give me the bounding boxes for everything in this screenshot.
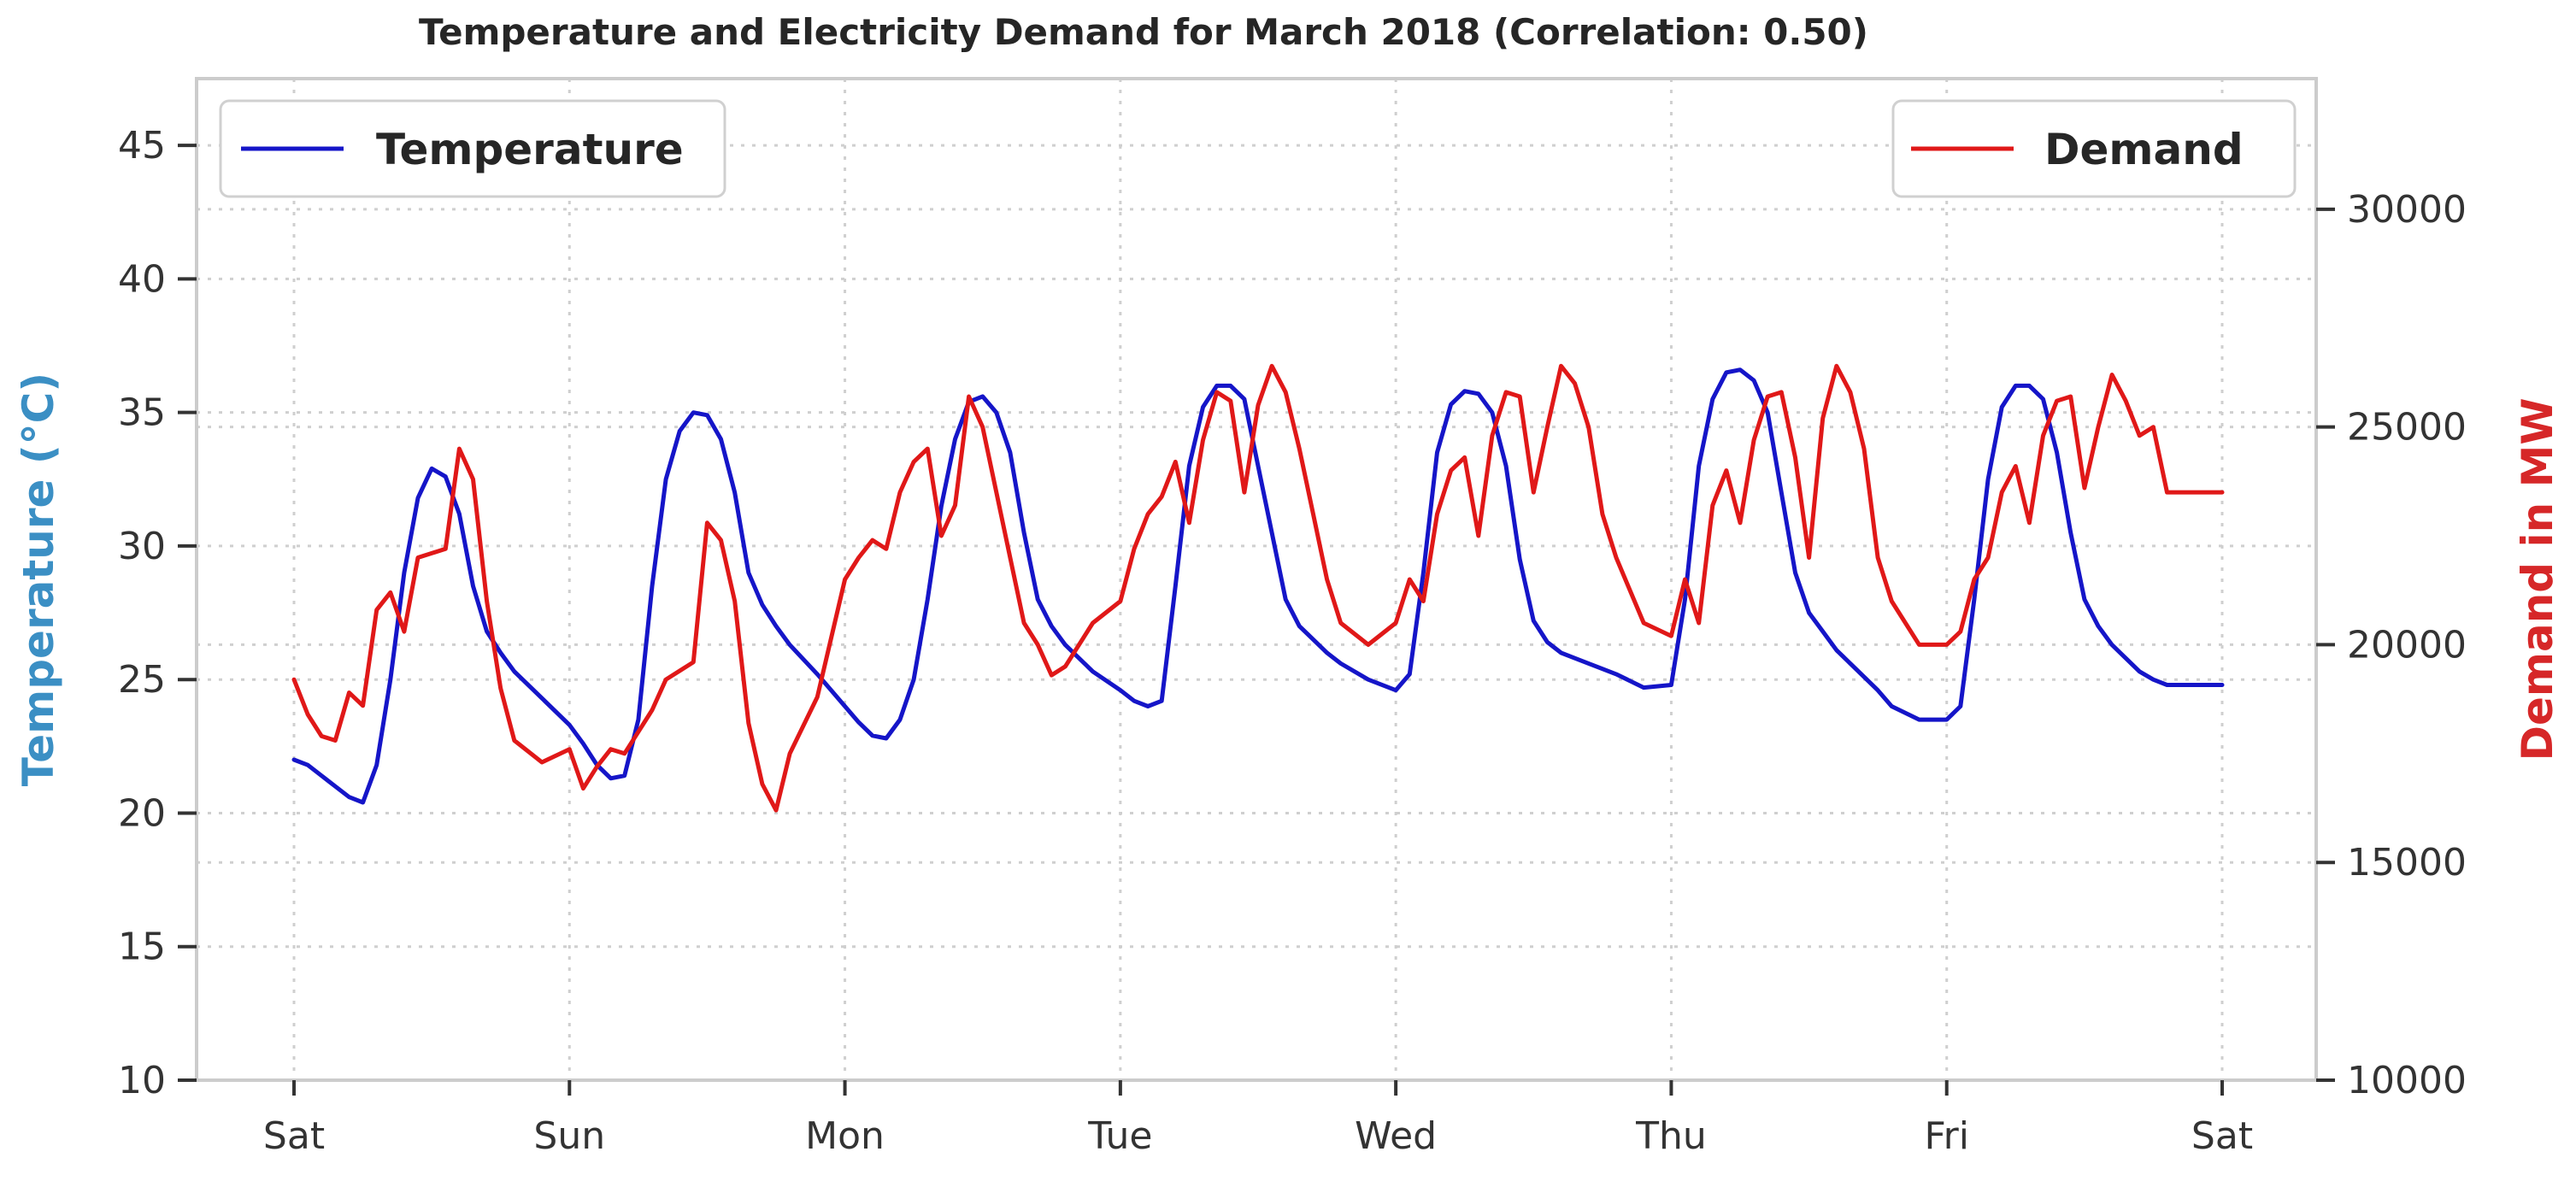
x-tick-label: Tue — [1087, 1114, 1152, 1158]
right-axis-label: Demand in MW — [2513, 397, 2562, 761]
legend-demand: Demand — [1891, 99, 2297, 198]
x-tick-label: Fri — [1925, 1114, 1969, 1158]
x-tick-label: Sun — [533, 1114, 605, 1158]
left-tick-label: 25 — [118, 658, 166, 702]
right-tick-label: 20000 — [2347, 623, 2467, 667]
series-line-temperature — [291, 367, 2225, 805]
x-tick-label: Wed — [1355, 1114, 1437, 1158]
legend-temperature-box — [219, 99, 726, 198]
left-tick-label: 45 — [118, 124, 166, 167]
right-tick-label: 30000 — [2347, 188, 2467, 232]
left-axis-ticks: 10 15 20 25 30 35 40 45 — [118, 124, 197, 1102]
chart-title: Temperature and Electricity Demand for M… — [419, 11, 1868, 53]
series-layer — [291, 363, 2225, 813]
x-tick-label: Sat — [2191, 1114, 2253, 1158]
x-tick-label: Thu — [1635, 1114, 1707, 1158]
plot-frame — [195, 77, 2318, 1082]
left-tick-label: 30 — [118, 525, 166, 568]
left-tick-label: 15 — [118, 926, 166, 969]
x-tick-label: Mon — [805, 1114, 885, 1158]
right-axis-ticks: 10000 15000 20000 25000 30000 — [2316, 188, 2467, 1102]
left-tick-label: 10 — [118, 1059, 166, 1102]
grid-layer — [197, 79, 2316, 1082]
left-tick-label: 35 — [118, 391, 166, 435]
legend-demand-label: Demand — [2044, 125, 2244, 174]
legend-temperature-label: Temperature — [376, 125, 684, 174]
legend-temperature: Temperature — [219, 99, 726, 198]
left-tick-label: 20 — [118, 791, 166, 835]
x-tick-label: Sat — [263, 1114, 325, 1158]
right-tick-label: 25000 — [2347, 406, 2467, 450]
right-tick-label: 15000 — [2347, 841, 2467, 884]
left-tick-label: 40 — [118, 257, 166, 301]
left-axis-label: Temperature (°C) — [14, 373, 63, 786]
x-axis-ticks: Sat Sun Mon Tue Wed Thu Fri Sat — [263, 1080, 2253, 1158]
right-tick-label: 10000 — [2347, 1059, 2467, 1102]
legend-demand-box — [1891, 99, 2297, 198]
series-line-demand — [291, 363, 2225, 813]
